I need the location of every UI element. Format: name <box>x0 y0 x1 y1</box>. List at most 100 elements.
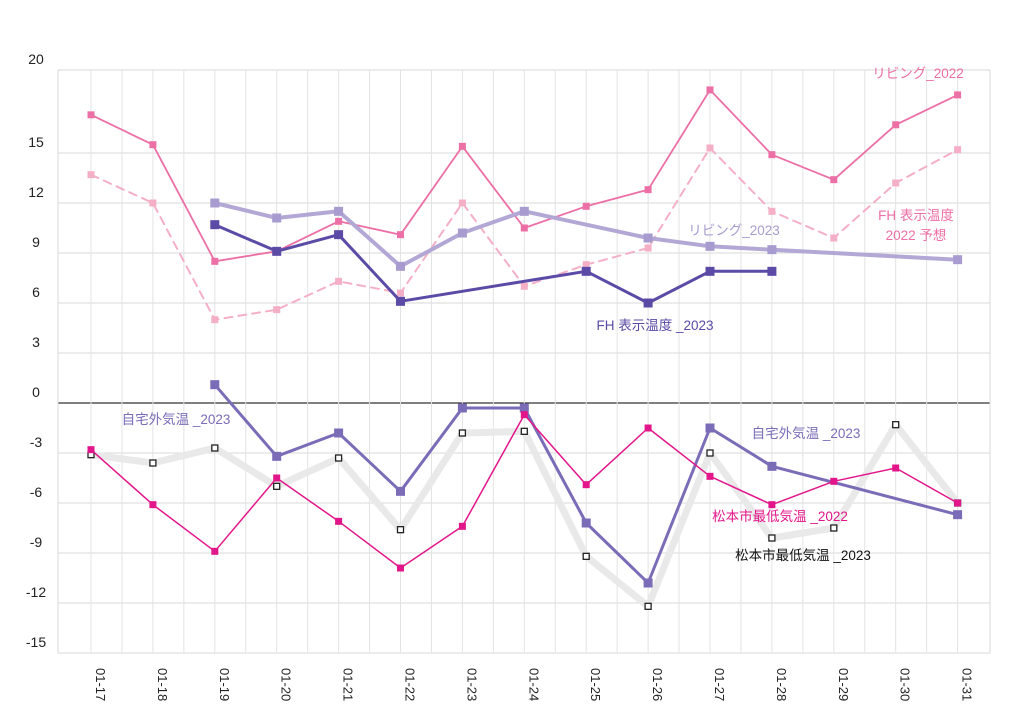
data-point <box>149 459 157 467</box>
data-point <box>706 86 714 94</box>
data-point <box>767 245 777 255</box>
y-tick-label: -15 <box>26 634 46 650</box>
series-annotation: 2022 予想 <box>886 228 947 243</box>
data-point <box>830 234 838 242</box>
y-tick-label: 9 <box>32 234 40 250</box>
data-point <box>335 217 343 225</box>
y-tick-label: -9 <box>30 534 43 550</box>
data-point <box>706 472 714 480</box>
series-annotation: 松本市最低気温 _2023 <box>735 547 871 563</box>
data-point <box>582 481 590 489</box>
data-point <box>273 306 281 314</box>
series-1 <box>87 144 962 324</box>
data-point <box>335 277 343 285</box>
data-point <box>953 255 963 265</box>
data-point <box>830 477 838 485</box>
data-point <box>149 199 157 207</box>
x-tick-label: 01-31 <box>960 668 975 701</box>
data-point <box>705 423 715 433</box>
data-point <box>581 518 591 528</box>
data-point <box>644 424 652 432</box>
data-point <box>830 524 838 532</box>
data-point <box>211 316 219 324</box>
data-point <box>149 501 157 509</box>
y-tick-label: 12 <box>28 184 44 200</box>
data-point <box>210 220 220 230</box>
y-tick-label: 0 <box>32 384 40 400</box>
x-tick-label: 01-29 <box>836 668 851 701</box>
x-axis-ticks: 01-17 01-18 01-19 01-20 01-21 01-22 01-23 01-24… <box>93 668 975 701</box>
series-annotation: 自宅外気温 _2023 <box>122 412 231 427</box>
data-point <box>767 266 777 276</box>
x-tick-label: 01-27 <box>712 668 727 701</box>
data-point <box>458 142 466 150</box>
data-point <box>396 261 405 271</box>
data-point <box>954 499 962 507</box>
x-tick-label: 01-23 <box>464 668 479 701</box>
data-point <box>272 213 282 223</box>
data-point <box>87 446 95 454</box>
data-point <box>644 186 652 194</box>
x-tick-label: 01-30 <box>898 668 913 701</box>
data-point <box>892 421 900 429</box>
data-point <box>334 206 344 216</box>
y-tick-label: -6 <box>30 484 43 500</box>
series-line <box>213 223 774 305</box>
data-point <box>954 91 962 99</box>
data-point <box>210 380 220 390</box>
series-annotation: リビング_2022 <box>872 66 964 81</box>
data-point <box>273 482 281 490</box>
series-4 <box>87 421 962 610</box>
data-point <box>458 522 466 530</box>
series-line <box>212 201 960 269</box>
x-tick-label: 01-24 <box>526 668 541 701</box>
data-point <box>768 501 776 509</box>
data-point <box>210 198 220 208</box>
data-point <box>706 144 714 152</box>
data-point <box>644 244 652 252</box>
data-point <box>892 179 900 187</box>
data-point <box>954 146 962 154</box>
data-point <box>768 207 776 215</box>
y-tick-label: 15 <box>28 134 44 150</box>
data-point <box>581 266 591 276</box>
data-point <box>87 111 95 119</box>
x-tick-label: 01-18 <box>155 668 170 701</box>
data-point <box>892 121 900 129</box>
data-point <box>211 547 219 555</box>
data-point <box>334 230 344 240</box>
series-annotation: 松本市最低気温 _2022 <box>712 508 848 524</box>
y-tick-label: 20 <box>28 51 44 67</box>
series-annotation: FH 表示温度 <box>878 208 954 223</box>
x-tick-label: 01-26 <box>650 668 665 701</box>
data-point <box>582 552 590 560</box>
x-tick-label: 01-22 <box>403 668 418 701</box>
data-point <box>830 176 838 184</box>
y-tick-label: 3 <box>32 334 40 350</box>
series-annotation: FH 表示温度 _2023 <box>596 318 713 333</box>
data-point <box>767 461 777 471</box>
data-point <box>768 534 776 542</box>
data-point <box>272 246 282 256</box>
data-point <box>705 266 715 276</box>
series-3 <box>210 220 777 308</box>
data-point <box>396 486 405 496</box>
data-point <box>643 578 653 588</box>
series-2 <box>210 198 963 271</box>
x-tick-label: 01-20 <box>279 668 294 701</box>
data-point <box>396 296 405 306</box>
x-tick-label: 01-19 <box>217 668 232 701</box>
data-point <box>953 510 963 520</box>
data-point <box>705 241 715 251</box>
y-axis-ticks: 20 15 12 9 6 3 0 -3 -6 -9 -12 -15 <box>26 51 46 650</box>
y-tick-label: -3 <box>30 434 43 450</box>
annotation-layer: リビング_2022 リビング_2023 FH 表示温度 2022 予想 FH 表示温度 … <box>122 66 964 563</box>
data-point <box>211 444 219 452</box>
data-point <box>458 199 466 207</box>
y-tick-label: 6 <box>32 284 40 300</box>
data-point <box>334 428 344 438</box>
x-tick-label: 01-25 <box>588 668 603 701</box>
data-point <box>582 261 590 269</box>
series-layer <box>87 86 963 610</box>
